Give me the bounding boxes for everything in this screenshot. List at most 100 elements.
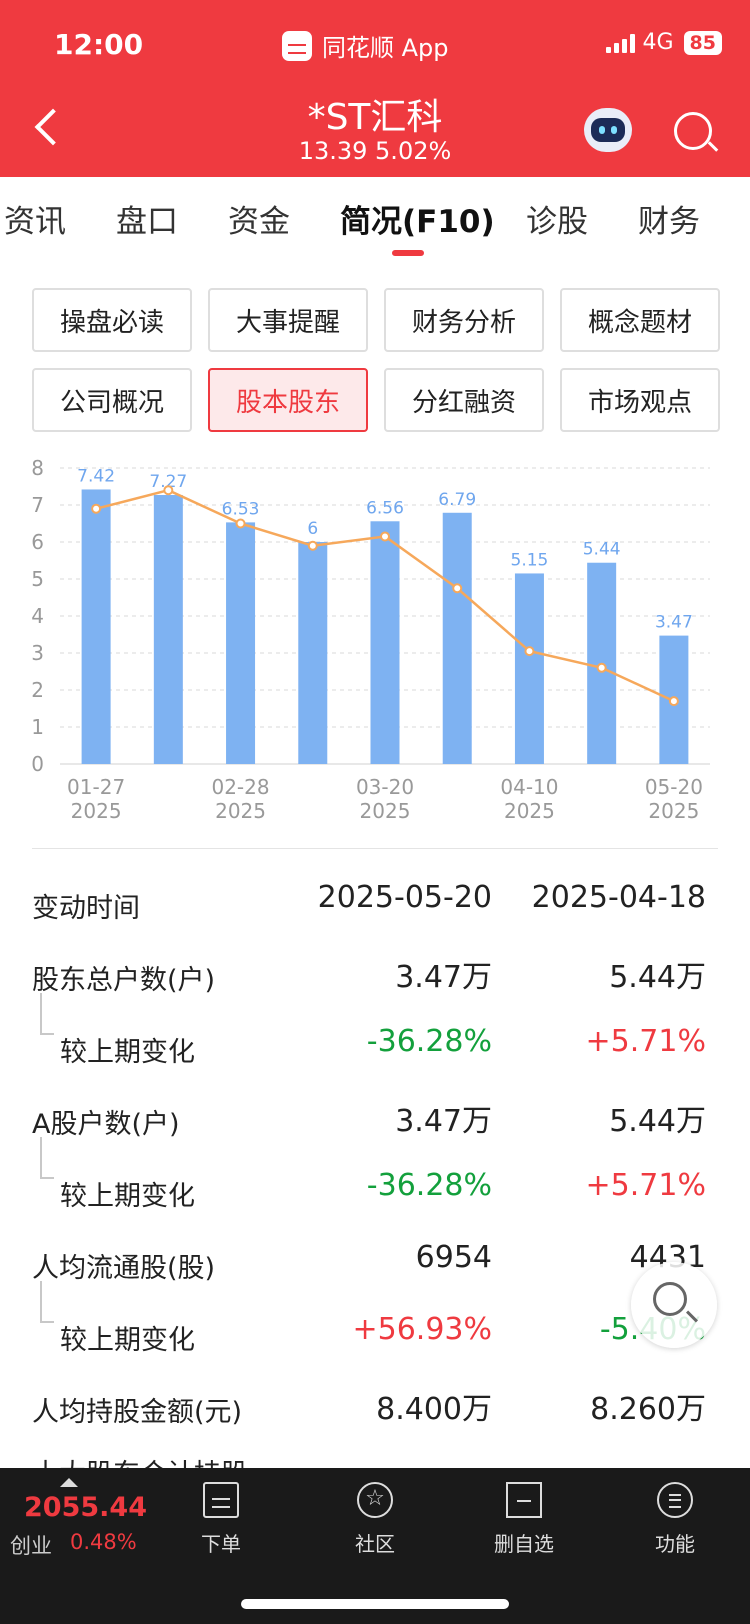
y-tick-label: 8: [31, 456, 44, 480]
nav-order[interactable]: 下单: [161, 1478, 281, 1568]
nav-label: 功能: [655, 1532, 695, 1556]
row-label: 人均流通股(股): [32, 1253, 216, 1284]
tab-indicator: [392, 250, 424, 256]
tab-finance[interactable]: 财务: [638, 204, 700, 240]
battery-icon: 85: [683, 30, 722, 55]
x-tick-year: 2025: [504, 799, 555, 823]
magnifier-icon: [653, 1282, 687, 1316]
nav-remove-watchlist[interactable]: 删自选: [464, 1478, 584, 1568]
btn-shareholders[interactable]: 股本股东: [208, 368, 368, 432]
x-tick-year: 2025: [71, 799, 122, 823]
row-value: 5.44万: [609, 960, 706, 995]
bar: [370, 521, 400, 764]
y-tick-label: 1: [31, 715, 44, 739]
row-value: +56.93%: [352, 1312, 492, 1347]
y-tick-label: 7: [31, 493, 44, 517]
x-tick-label: 05-20: [645, 775, 703, 799]
ai-assistant-icon[interactable]: [584, 108, 632, 152]
row-value: 3.47万: [395, 1104, 492, 1139]
trend-point: [596, 662, 607, 673]
tab-bar: 资讯 盘口 资金 简况(F10) 诊股 财务: [0, 196, 750, 256]
bar-value-label: 3.47: [655, 613, 693, 633]
table-row: 较上期变化 -36.28% +5.71%: [0, 1022, 750, 1072]
trend-point: [91, 503, 102, 514]
bar: [81, 489, 111, 764]
btn-trading-must-read[interactable]: 操盘必读: [32, 288, 192, 352]
x-tick-label: 02-28: [211, 775, 269, 799]
tree-connector: [40, 1137, 54, 1179]
zoom-search-button[interactable]: [631, 1262, 717, 1348]
btn-major-events[interactable]: 大事提醒: [208, 288, 368, 352]
index-value: 2055.44: [24, 1492, 147, 1523]
tab-diagnosis[interactable]: 诊股: [526, 204, 588, 240]
btn-financial-analysis[interactable]: 财务分析: [384, 288, 544, 352]
x-tick-year: 2025: [648, 799, 699, 823]
table-row: 股东总户数(户) 3.47万 5.44万: [0, 950, 750, 1000]
x-tick-year: 2025: [360, 799, 411, 823]
top-ten-shareholders-label[interactable]: 十大股东合计持股: [32, 1452, 248, 1468]
network-type: 4G: [642, 30, 674, 55]
btn-company-overview[interactable]: 公司概况: [32, 368, 192, 432]
row-value: 6954: [415, 1240, 492, 1275]
home-indicator[interactable]: [241, 1599, 509, 1609]
row-value: 8.260万: [590, 1392, 706, 1427]
index-ticker[interactable]: 2055.44 创业 0.48%: [0, 1468, 160, 1578]
bar: [226, 522, 256, 764]
row-label: 股东总户数(户): [32, 965, 216, 996]
status-time: 12:00: [54, 28, 144, 61]
y-tick-label: 6: [31, 530, 44, 554]
header-bar: 12:00 同花顺 App 4G 85 *ST汇科 13.39 5.02%: [0, 0, 750, 177]
nav-community[interactable]: 社区: [315, 1478, 435, 1568]
row-value: -36.28%: [366, 1024, 492, 1059]
remove-watchlist-icon: [506, 1482, 542, 1518]
tab-news[interactable]: 资讯: [4, 204, 66, 240]
bar-value-label: 6.79: [438, 490, 476, 510]
bar: [298, 542, 328, 764]
stock-name: *ST汇科: [307, 97, 443, 138]
bar-value-label: 6: [307, 519, 318, 539]
nav-label: 删自选: [494, 1532, 554, 1556]
x-tick-label: 03-20: [356, 775, 414, 799]
trend-point: [307, 540, 318, 551]
nav-label: 下单: [201, 1532, 241, 1556]
document-icon: [203, 1482, 239, 1518]
row-label: A股户数(户): [32, 1109, 180, 1140]
trend-point: [163, 485, 174, 496]
btn-market-views[interactable]: 市场观点: [560, 368, 720, 432]
bar-value-label: 6.53: [222, 499, 260, 519]
row-label: 较上期变化: [60, 1181, 195, 1212]
menu-icon: [657, 1482, 693, 1518]
row-value: +5.71%: [585, 1024, 706, 1059]
x-tick-year: 2025: [215, 799, 266, 823]
trend-point: [235, 518, 246, 529]
signal-icon: [605, 33, 635, 53]
row-label: 人均持股金额(元): [32, 1397, 243, 1428]
row-label: 变动时间: [32, 893, 140, 924]
trend-point: [524, 646, 535, 657]
search-icon[interactable]: [674, 112, 712, 150]
tab-capital[interactable]: 资金: [228, 204, 290, 240]
row-value: 8.400万: [376, 1392, 492, 1427]
index-change: 0.48%: [70, 1530, 137, 1554]
bar: [153, 495, 183, 764]
y-tick-label: 3: [31, 641, 44, 665]
table-row: 人均流通股(股) 6954 4431: [0, 1238, 750, 1288]
tree-connector: [40, 993, 54, 1035]
bar-value-label: 6.56: [366, 498, 404, 518]
x-tick-label: 04-10: [500, 775, 558, 799]
bar-value-label: 5.15: [511, 550, 549, 570]
y-tick-label: 2: [31, 678, 44, 702]
tab-quote[interactable]: 盘口: [116, 204, 178, 240]
stock-price: 13.39 5.02%: [298, 137, 452, 165]
btn-concept-theme[interactable]: 概念题材: [560, 288, 720, 352]
divider: [32, 848, 718, 849]
status-app: 同花顺 App: [282, 28, 449, 63]
nav-functions[interactable]: 功能: [615, 1478, 735, 1568]
table-row: 较上期变化 -36.28% +5.71%: [0, 1166, 750, 1216]
app-logo-icon: [282, 30, 312, 61]
trend-point: [380, 531, 390, 542]
btn-dividend-financing[interactable]: 分红融资: [384, 368, 544, 432]
tab-f10[interactable]: 简况(F10): [340, 204, 495, 240]
row-value: 3.47万: [395, 960, 492, 995]
